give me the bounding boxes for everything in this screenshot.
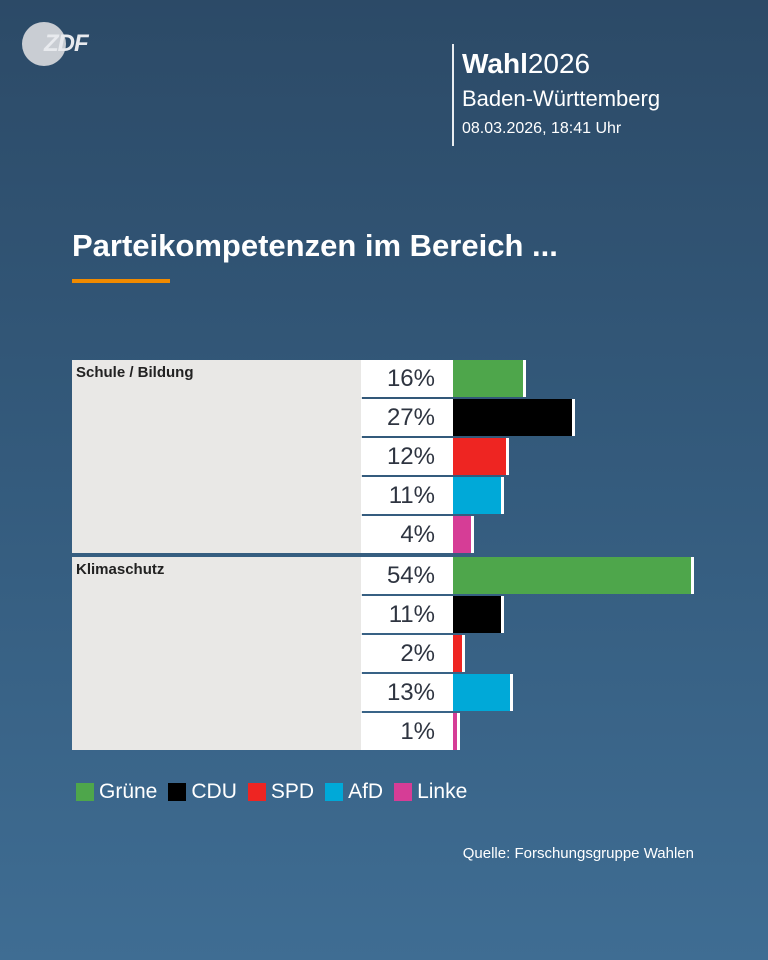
legend-swatch xyxy=(168,783,187,801)
zdf-logo-text: ZDF xyxy=(44,30,89,57)
bar-afd xyxy=(453,674,514,711)
election-header: Wahl2026 Baden-Württemberg 08.03.2026, 1… xyxy=(452,44,660,146)
legend-item: Grüne xyxy=(76,780,157,804)
data-label: 13% xyxy=(361,674,453,711)
legend-swatch xyxy=(394,783,413,801)
wahl-year: 2026 xyxy=(527,48,591,79)
bar-linke xyxy=(453,516,474,553)
source-note: Quelle: Forschungsgruppe Wahlen xyxy=(462,845,694,862)
data-label: 16% xyxy=(361,360,453,397)
data-label: 1% xyxy=(361,713,453,750)
bar-cdu xyxy=(453,596,505,633)
legend-label: CDU xyxy=(191,780,237,803)
bar-cdu xyxy=(453,399,575,436)
legend: Grüne CDU SPD AfD Linke xyxy=(76,780,478,804)
timestamp: 08.03.2026, 18:41 Uhr xyxy=(462,120,622,137)
legend-label: Linke xyxy=(417,780,468,803)
bar-afd xyxy=(453,477,505,514)
data-label: 11% xyxy=(361,596,453,633)
bar-spd xyxy=(453,438,509,475)
legend-swatch xyxy=(325,783,344,801)
chart-title: Parteikompetenzen im Bereich ... xyxy=(72,228,558,263)
legend-swatch xyxy=(76,783,94,801)
group-label: Schule / Bildung xyxy=(76,364,194,381)
group-panel: Klimaschutz xyxy=(72,557,362,750)
data-label: 54% xyxy=(361,557,453,594)
legend-item: CDU xyxy=(168,780,237,804)
bar-linke xyxy=(453,713,461,750)
data-label: 2% xyxy=(361,635,453,672)
data-label: 27% xyxy=(361,399,453,436)
bar-grüne xyxy=(453,557,694,594)
group-label: Klimaschutz xyxy=(76,561,165,578)
legend-item: Linke xyxy=(394,780,467,804)
data-label: 11% xyxy=(361,477,453,514)
data-label: 12% xyxy=(361,438,453,475)
group-panel: Schule / Bildung xyxy=(72,360,362,553)
region: Baden-Württemberg xyxy=(462,86,661,111)
bar-spd xyxy=(453,635,465,672)
legend-item: SPD xyxy=(247,780,315,804)
election-title: Wahl2026 xyxy=(462,48,660,80)
bar-grüne xyxy=(453,360,527,397)
title-underline xyxy=(72,279,170,283)
legend-item: AfD xyxy=(325,780,383,804)
legend-label: SPD xyxy=(270,780,315,803)
zdf-logo xyxy=(22,22,66,66)
legend-label: Grüne xyxy=(99,780,158,803)
data-label: 4% xyxy=(361,516,453,553)
legend-label: AfD xyxy=(348,780,384,803)
legend-swatch xyxy=(247,783,266,801)
wahl-label: Wahl xyxy=(462,48,528,79)
